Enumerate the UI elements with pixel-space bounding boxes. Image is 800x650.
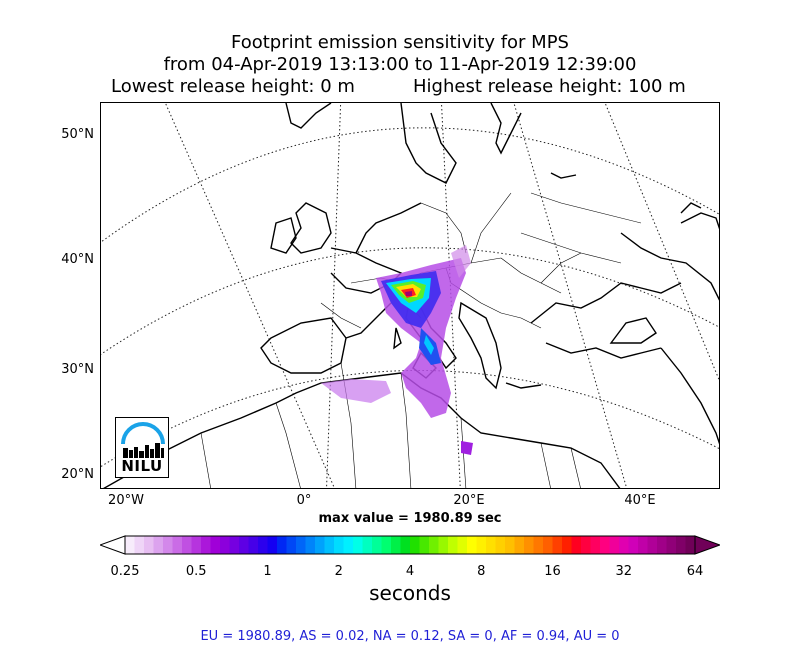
colorbar-segment [210,536,221,554]
colorbar-segment [543,536,553,554]
lon-label-0: 0° [296,493,312,508]
colorbar-segment [353,536,363,554]
colorbar-tick-label: 64 [686,564,704,579]
colorbar-segment [277,536,287,554]
colorbar-segment [315,536,325,554]
lat-label-20n: 20°N [61,467,94,482]
lon-label-20e: 20°E [453,493,485,508]
colorbar-segment [514,536,525,554]
colorbar-tick-label: 0.5 [185,564,207,579]
colorbar-segment [400,536,411,554]
colorbar-segment [410,536,420,554]
colorbar-segment [144,536,154,554]
colorbar-low-extension [100,535,126,555]
colorbar-segment [258,536,268,554]
colorbar-segment [552,536,563,554]
colorbar-segment [267,536,278,554]
colorbar-segment [248,536,259,554]
colorbar-segment [476,536,487,554]
colorbar-segment [562,536,572,554]
colorbar-segment [201,536,211,554]
colorbar-tick-label: 0.25 [110,564,140,579]
colorbar-segment [676,536,686,554]
colorbar-segment [324,536,335,554]
colorbar-tick-label: 16 [544,564,561,579]
colorbar-segment [438,536,449,554]
colorbar-segment [524,536,534,554]
colorbar-tick-label: 1 [263,564,272,579]
region-summary: EU = 1980.89, AS = 0.02, NA = 0.12, SA =… [200,629,620,644]
nilu-logo-icon [121,422,165,458]
colorbar-segment [638,536,648,554]
colorbar-tick-label: 4 [405,564,415,579]
colorbar-segment [429,536,439,554]
colorbar-segment [419,536,430,554]
colorbar-segment [153,536,164,554]
colorbar-segment [182,536,192,554]
colorbar-segment [229,536,240,554]
colorbar-segment [362,536,373,554]
colorbar-frame [124,535,696,555]
title-line-3-right: Highest release height: 100 m [413,76,686,97]
title-line-1: Footprint emission sensitivity for MPS [231,32,569,53]
colorbar-segment [286,536,297,554]
colorbar-tick-label: 2 [334,564,343,579]
nilu-logo-text: NILU [121,457,163,475]
colorbar-segment [685,536,696,554]
colorbar-segment [666,536,677,554]
colorbar-segment [533,536,544,554]
colorbar-segment [372,536,382,554]
lat-label-40n: 40°N [61,252,94,267]
colorbar [100,535,720,555]
colorbar-segment [495,536,506,554]
colorbar-segment [571,536,582,554]
colorbar-segment [619,536,629,554]
colorbar-segment [239,536,249,554]
colorbar-segment [172,536,183,554]
colorbar-segment [220,536,230,554]
lat-label-30n: 30°N [61,362,94,377]
colorbar-segment [600,536,610,554]
colorbar-segment [486,536,496,554]
colorbar-segment [581,536,591,554]
colorbar-segment [343,536,354,554]
colorbar-segment [163,536,173,554]
colorbar-segment [657,536,667,554]
colorbar-segment [448,536,458,554]
lat-label-50n: 50°N [61,127,94,142]
max-value-label: max value = 1980.89 sec [318,511,502,526]
nilu-logo: NILU [115,417,169,478]
footprint-map[interactable] [100,102,720,489]
colorbar-segment [305,536,316,554]
colorbar-segment [628,536,639,554]
colorbar-segment [334,536,344,554]
colorbar-segment [647,536,658,554]
colorbar-segment [609,536,620,554]
colorbar-segment [590,536,601,554]
colorbar-segment [457,536,468,554]
colorbar-segment [391,536,401,554]
map-canvas [101,103,719,488]
lon-label-20w: 20°W [108,493,144,508]
colorbar-segment [191,536,202,554]
colorbar-units-label: seconds [369,581,451,605]
colorbar-tick-label: 32 [615,564,633,579]
title-line-3-left: Lowest release height: 0 m [111,76,355,97]
colorbar-segment [467,536,477,554]
colorbar-segment [125,536,135,554]
colorbar-segment [134,536,145,554]
colorbar-segment [296,536,306,554]
colorbar-high-extension [694,535,720,555]
footprint-plume [321,245,473,455]
colorbar-tick-label: 8 [477,564,486,579]
lon-label-40e: 40°E [624,493,656,508]
colorbar-segment [505,536,515,554]
title-line-2: from 04-Apr-2019 13:13:00 to 11-Apr-2019… [163,54,637,75]
colorbar-segment [381,536,392,554]
